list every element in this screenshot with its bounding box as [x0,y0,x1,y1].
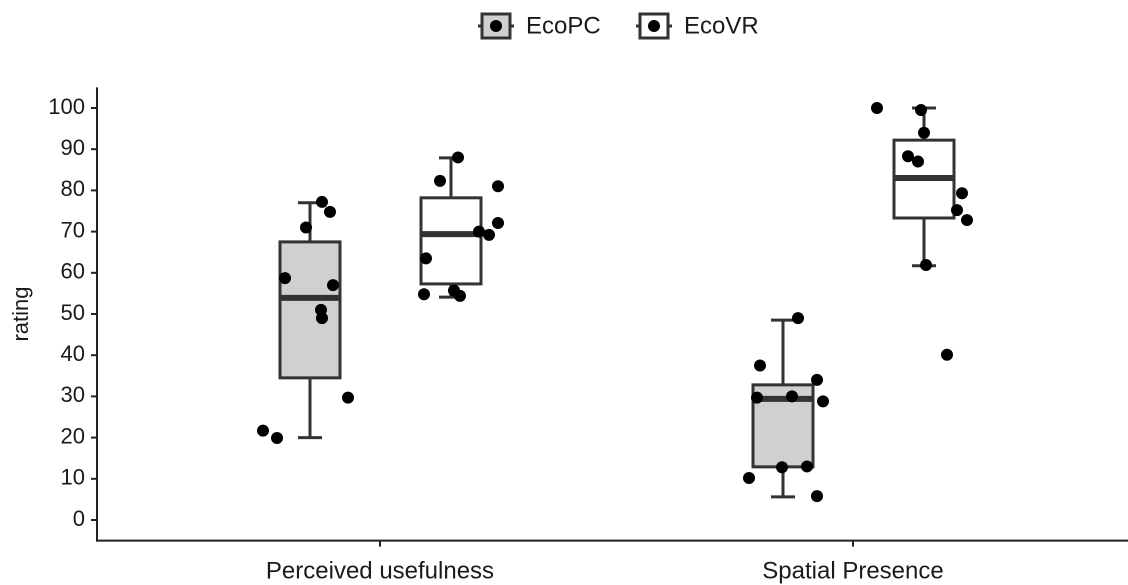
y-tick-label: 90 [61,135,85,160]
point [751,391,763,404]
point [316,195,328,208]
point [420,252,432,265]
point [941,348,953,361]
point [776,461,788,474]
box [278,240,342,380]
point [342,391,354,404]
legend-label: EcoVR [684,12,759,39]
y-tick-label: 80 [61,176,85,201]
y-tick-label: 10 [61,465,85,490]
y-tick-label: 60 [61,259,85,284]
point [920,258,932,271]
point [257,424,269,437]
point [271,432,283,445]
point [324,205,336,218]
point [300,221,312,234]
y-tick-label: 50 [61,300,85,325]
point [956,187,968,200]
point [316,312,328,325]
y-tick-label: 30 [61,382,85,407]
point [473,225,485,238]
point [912,155,924,168]
point [754,359,766,372]
point [871,102,883,114]
point [492,180,504,193]
legend-key [480,12,512,40]
y-tick-label: 0 [73,506,85,531]
y-tick-label: 20 [61,423,85,448]
point [801,460,813,473]
y-axis-label: rating [8,286,33,341]
box [419,196,483,286]
point [951,204,963,217]
legend-label: EcoPC [526,12,601,39]
point [817,395,829,408]
point [279,272,291,285]
point [915,104,927,117]
point [961,214,973,227]
x-tick-label: Perceived usefulness [266,557,494,584]
y-tick-label: 100 [48,94,85,119]
y-tick-label: 70 [61,217,85,242]
y-tick-label: 40 [61,341,85,366]
point [811,373,823,386]
point [918,126,930,139]
point [792,312,804,325]
point [418,288,430,301]
point [452,151,464,164]
point [743,471,755,484]
point [902,150,914,163]
x-tick-label: Spatial Presence [762,557,943,584]
legend-key [490,20,502,32]
point [786,390,798,403]
point [483,228,495,241]
point [811,490,823,503]
point [327,279,339,292]
point [454,289,466,302]
legend-key [648,20,660,32]
point [492,216,504,229]
point [434,174,446,187]
